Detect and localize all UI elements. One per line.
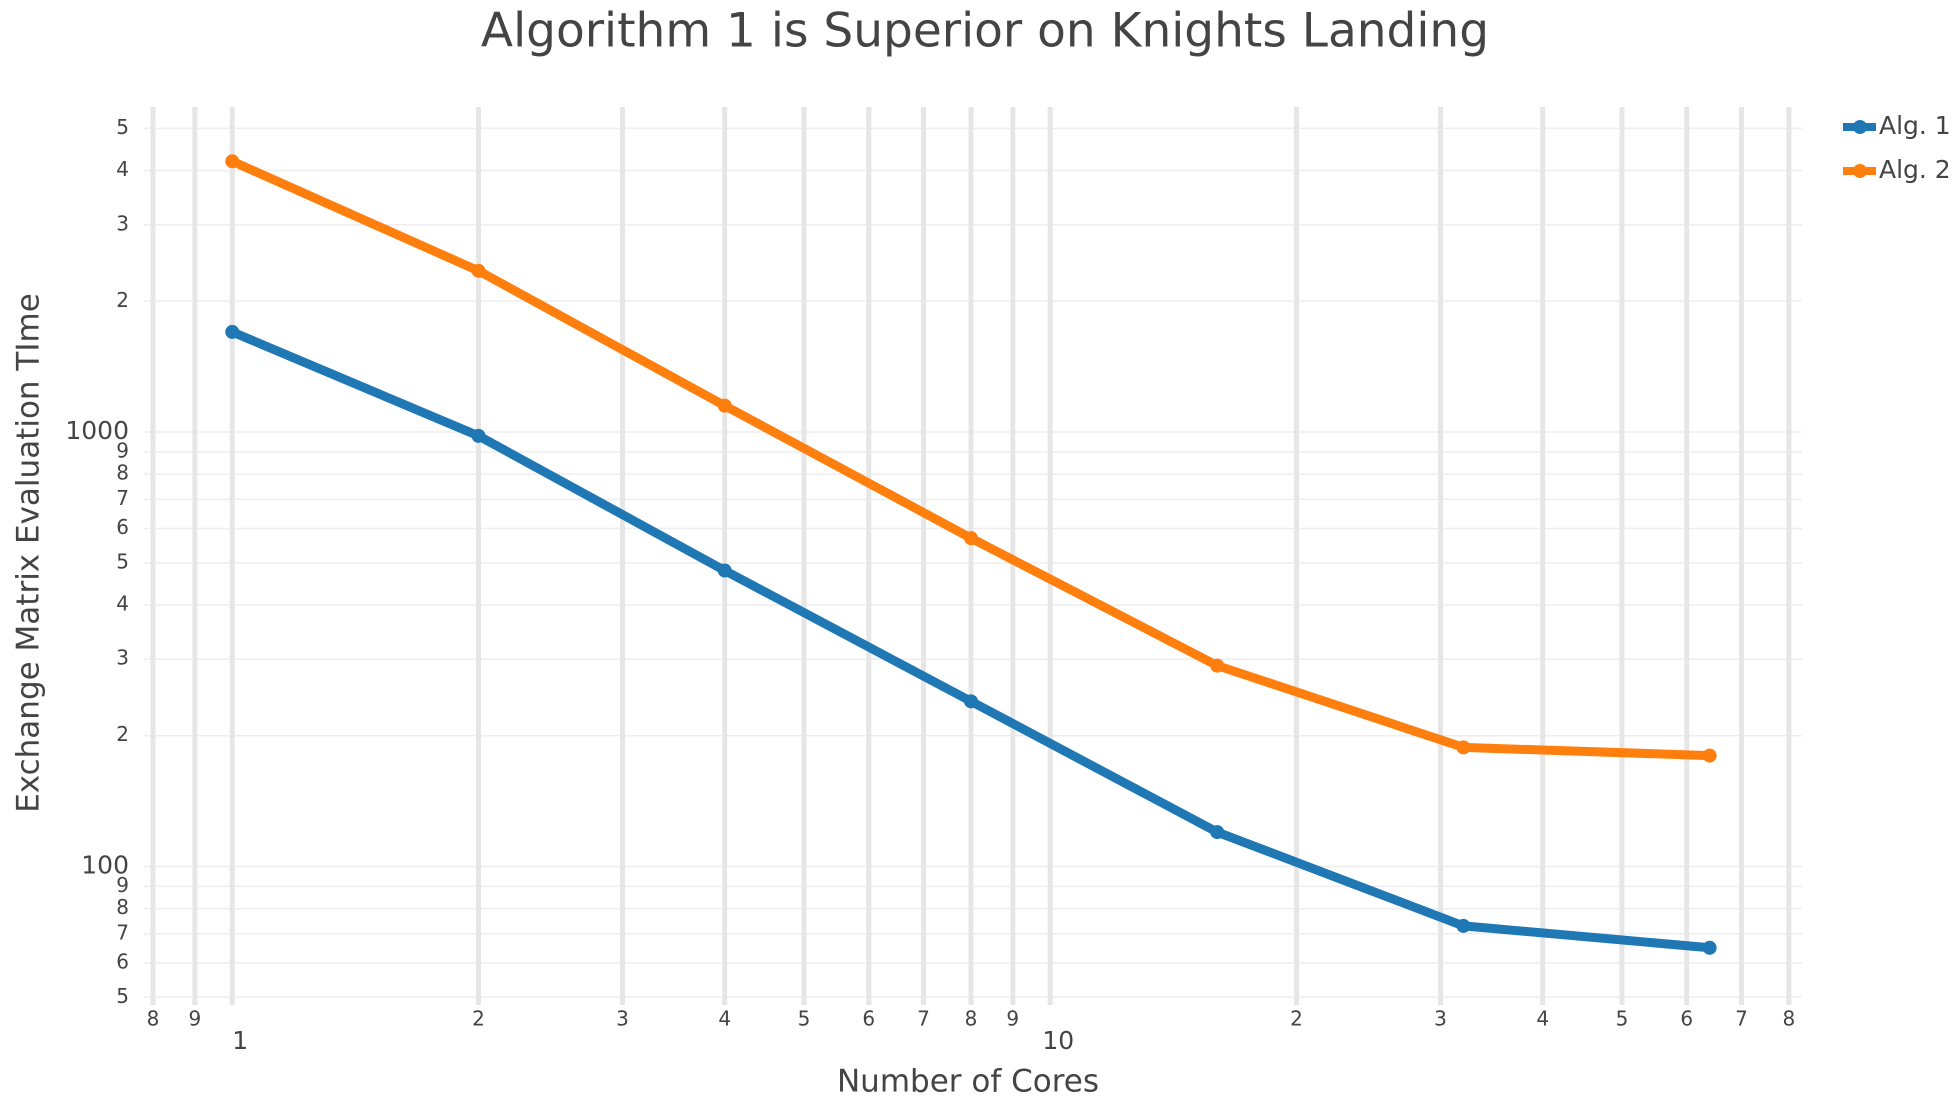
x-tick-label: 4	[1536, 1007, 1549, 1031]
y-tick-label: 2	[116, 722, 129, 746]
x-tick-label: 2	[1290, 1007, 1303, 1031]
x-tick-label: 8	[965, 1007, 978, 1031]
x-tick-label: 6	[1680, 1007, 1693, 1031]
data-point	[1210, 825, 1225, 840]
data-point	[1702, 940, 1717, 955]
x-tick-label: 5	[798, 1007, 811, 1031]
x-tick-label: 7	[917, 1007, 930, 1031]
y-tick-label: 9	[116, 873, 129, 897]
y-tick-label: 2	[116, 288, 129, 312]
data-point	[1456, 740, 1471, 755]
data-point	[471, 428, 486, 443]
x-tick-label: 8	[147, 1007, 160, 1031]
x-tick-label: 3	[616, 1007, 629, 1031]
y-tick-label: 4	[116, 591, 129, 615]
x-tick-label: 10	[1042, 1026, 1074, 1055]
data-point	[225, 154, 240, 169]
data-point	[225, 324, 240, 339]
x-tick-label: 1	[232, 1026, 248, 1055]
legend-label: Alg. 2	[1879, 155, 1951, 184]
y-tick-label: 100	[81, 851, 129, 880]
x-tick-label: 9	[1006, 1007, 1019, 1031]
x-axis-title: Number of Cores	[837, 1064, 1099, 1100]
x-tick-label: 8	[1783, 1007, 1796, 1031]
data-point	[471, 263, 486, 278]
y-tick-label: 8	[116, 895, 129, 919]
y-axis-title: Exchange Matrix Evaluation TIme	[11, 293, 47, 813]
x-tick-label: 7	[1735, 1007, 1748, 1031]
x-tick-label: 2	[472, 1007, 485, 1031]
x-tick-label: 9	[188, 1007, 201, 1031]
y-tick-label: 1000	[65, 416, 129, 445]
y-tick-label: 5	[116, 984, 129, 1008]
y-tick-label: 7	[116, 920, 129, 944]
y-tick-label: 5	[116, 549, 129, 573]
y-tick-label: 6	[116, 515, 129, 539]
x-tick-label: 5	[1616, 1007, 1629, 1031]
data-point	[963, 531, 978, 546]
data-point	[717, 398, 732, 413]
data-point	[1210, 658, 1225, 673]
x-tick-label: 6	[862, 1007, 875, 1031]
data-point	[1702, 748, 1717, 763]
y-tick-label: 9	[116, 438, 129, 462]
x-tick-label: 4	[718, 1007, 731, 1031]
data-point	[1456, 918, 1471, 933]
data-point	[717, 563, 732, 578]
x-tick-label: 3	[1434, 1007, 1447, 1031]
legend-swatch-dot	[1853, 120, 1867, 134]
legend-label: Alg. 1	[1879, 111, 1951, 140]
data-point	[963, 694, 978, 709]
legend-swatch-dot	[1853, 164, 1867, 178]
y-tick-label: 3	[116, 211, 129, 235]
y-tick-label: 6	[116, 949, 129, 973]
y-tick-label: 4	[116, 157, 129, 181]
chart-title: Algorithm 1 is Superior on Knights Landi…	[481, 4, 1489, 59]
y-tick-label: 3	[116, 646, 129, 670]
y-tick-label: 8	[116, 461, 129, 485]
y-tick-label: 7	[116, 486, 129, 510]
y-tick-label: 5	[116, 115, 129, 139]
